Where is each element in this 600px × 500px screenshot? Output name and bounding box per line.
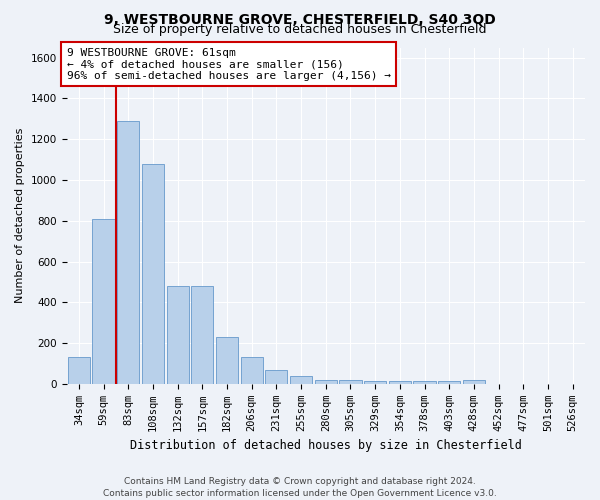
Bar [364,381,386,384]
Text: Size of property relative to detached houses in Chesterfield: Size of property relative to detached ho… [113,22,487,36]
Bar [389,381,411,384]
Text: 9 WESTBOURNE GROVE: 61sqm
← 4% of detached houses are smaller (156)
96% of semi-: 9 WESTBOURNE GROVE: 61sqm ← 4% of detach… [67,48,391,80]
Bar [216,337,238,384]
Text: Contains HM Land Registry data © Crown copyright and database right 2024.
Contai: Contains HM Land Registry data © Crown c… [103,476,497,498]
X-axis label: Distribution of detached houses by size in Chesterfield: Distribution of detached houses by size … [130,440,522,452]
Bar [241,358,263,384]
Bar [265,370,287,384]
Bar [117,121,139,384]
Bar [92,219,115,384]
Bar [290,376,312,384]
Bar [167,286,189,384]
Text: 9, WESTBOURNE GROVE, CHESTERFIELD, S40 3QD: 9, WESTBOURNE GROVE, CHESTERFIELD, S40 3… [104,12,496,26]
Bar [142,164,164,384]
Bar [68,358,90,384]
Bar [413,381,436,384]
Y-axis label: Number of detached properties: Number of detached properties [15,128,25,304]
Bar [438,381,460,384]
Bar [314,380,337,384]
Bar [463,380,485,384]
Bar [191,286,214,384]
Bar [340,380,362,384]
